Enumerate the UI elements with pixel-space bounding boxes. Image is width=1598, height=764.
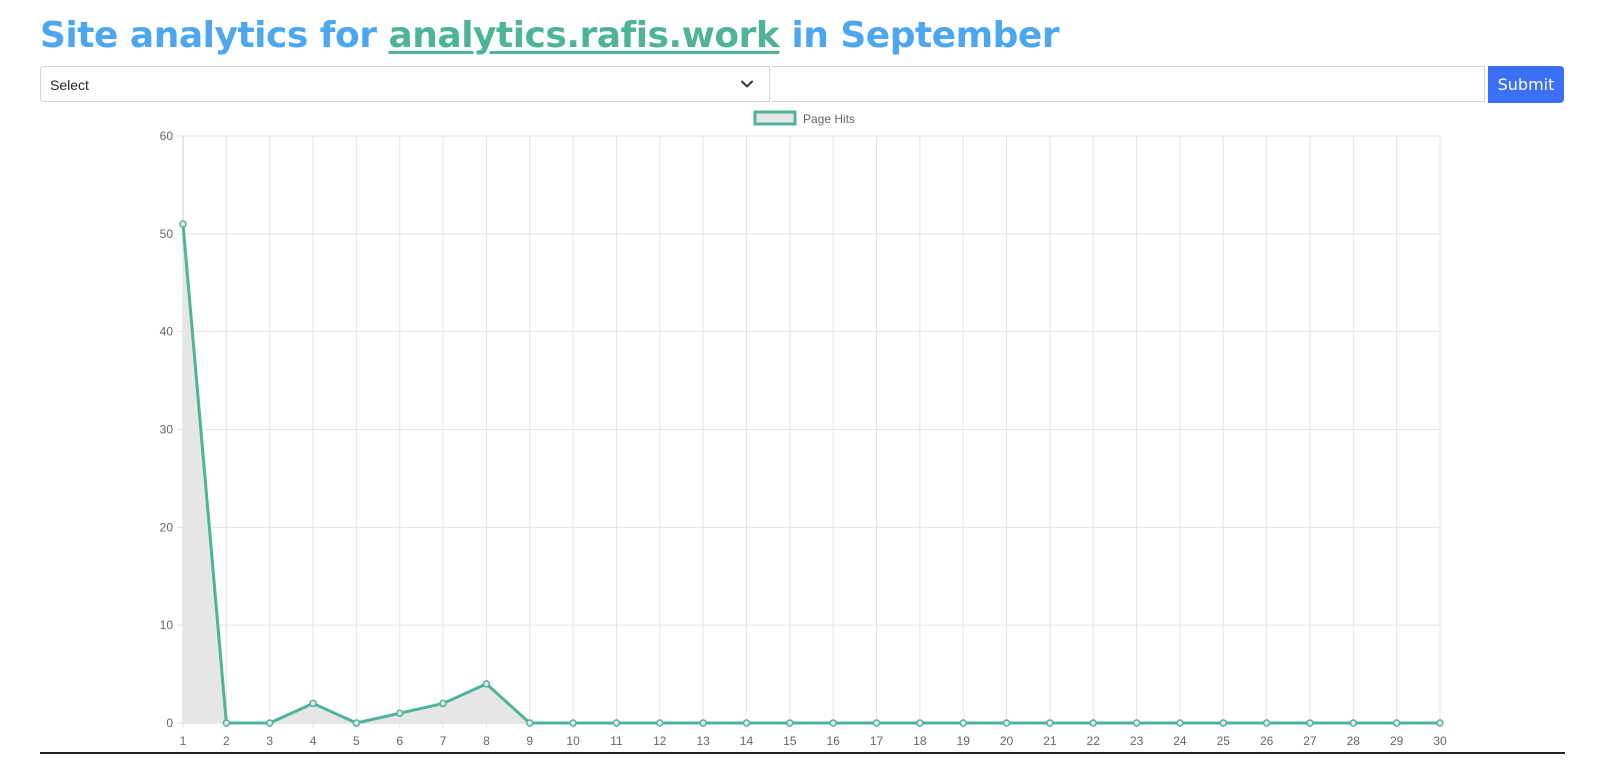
x-tick-label: 2 <box>223 734 230 748</box>
data-point <box>1349 719 1358 727</box>
x-tick-label: 4 <box>310 734 317 748</box>
data-point <box>1306 719 1314 727</box>
series-line-segment <box>398 701 445 715</box>
chart-area <box>183 224 1440 724</box>
data-point <box>1002 719 1011 727</box>
x-tick-label: 17 <box>870 734 884 748</box>
series-line-segment <box>441 682 488 705</box>
data-point <box>179 220 187 228</box>
data-point <box>916 719 924 727</box>
y-tick-label: 30 <box>160 423 174 437</box>
x-tick-label: 16 <box>826 734 840 748</box>
data-point <box>1089 719 1097 727</box>
x-tick-label: 12 <box>653 734 667 748</box>
series-line-segment <box>181 222 228 725</box>
data-point <box>265 719 274 727</box>
x-tick-label: 3 <box>266 734 273 748</box>
data-point <box>829 719 837 727</box>
legend-swatch <box>753 110 797 126</box>
y-tick-label: 60 <box>160 129 174 143</box>
page-title: Site analytics for analytics.rafis.work … <box>40 10 1060 62</box>
series-line-segment <box>484 682 532 725</box>
data-point <box>612 719 621 727</box>
x-tick-label: 30 <box>1433 734 1447 748</box>
chart-lines <box>181 222 1442 725</box>
x-tick-label: 11 <box>610 734 623 748</box>
x-tick-label: 9 <box>526 734 533 748</box>
site-link[interactable]: analytics.rafis.work <box>388 15 780 56</box>
data-point <box>222 719 231 727</box>
y-tick-label: 20 <box>160 520 174 534</box>
y-tick-label: 10 <box>160 618 174 632</box>
y-axis-ticks: 0 10 20 30 40 50 60 <box>160 129 174 730</box>
data-point <box>439 699 447 708</box>
y-tick-label: 40 <box>160 325 174 339</box>
data-point <box>309 699 317 708</box>
x-tick-label: 6 <box>396 734 403 748</box>
x-tick-label: 19 <box>957 734 971 748</box>
title-suffix: in September <box>779 15 1060 56</box>
series-line-segment <box>268 701 315 725</box>
x-tick-label: 28 <box>1347 734 1361 748</box>
x-tick-label: 29 <box>1390 734 1404 748</box>
data-point <box>872 719 881 727</box>
data-point <box>786 719 794 727</box>
x-tick-label: 24 <box>1173 734 1187 748</box>
x-tick-label: 23 <box>1130 734 1144 748</box>
data-point <box>352 719 361 727</box>
x-axis-ticks: 1 2 3 4 5 6 7 8 9 10 11 12 13 14 15 16 17 18 19 20 21 22 23 24 2… <box>180 734 1447 748</box>
series-line-segment <box>311 701 358 725</box>
x-tick-label: 21 <box>1043 734 1057 748</box>
x-tick-label: 27 <box>1303 734 1317 748</box>
data-point <box>742 719 751 727</box>
x-tick-label: 1 <box>180 734 187 748</box>
data-point <box>1436 719 1444 727</box>
x-tick-label: 7 <box>440 734 447 748</box>
title-prefix: Site analytics for <box>40 15 389 56</box>
text-input[interactable] <box>772 66 1485 102</box>
chevron-down-icon <box>741 80 753 88</box>
data-point <box>699 719 707 727</box>
data-point <box>1219 719 1228 727</box>
legend-label: Page Hits <box>803 112 855 126</box>
y-tick-label: 50 <box>160 227 174 241</box>
x-tick-label: 20 <box>1000 734 1014 748</box>
data-point <box>482 680 491 688</box>
data-point <box>526 719 534 727</box>
data-point <box>1176 719 1184 727</box>
x-tick-label: 13 <box>696 734 710 748</box>
x-tick-label: 26 <box>1260 734 1274 748</box>
x-tick-label: 18 <box>913 734 927 748</box>
chart-legend: Page Hits <box>753 110 855 126</box>
select-value: Select <box>50 77 89 93</box>
x-tick-label: 14 <box>740 734 754 748</box>
filter-form: Select Submit <box>40 66 1565 104</box>
x-tick-label: 8 <box>483 734 490 748</box>
x-tick-label: 22 <box>1087 734 1101 748</box>
submit-button[interactable]: Submit <box>1488 66 1564 103</box>
y-tick-label: 0 <box>166 716 173 730</box>
chart-grid <box>177 135 1441 729</box>
data-point <box>569 719 577 727</box>
data-point <box>1392 719 1401 727</box>
x-tick-label: 25 <box>1217 734 1231 748</box>
data-point <box>959 719 967 727</box>
data-point <box>395 709 404 717</box>
series-area-page-hits <box>183 224 1440 724</box>
x-tick-label: 15 <box>783 734 797 748</box>
chart-points <box>179 220 1444 727</box>
bottom-divider <box>40 752 1565 754</box>
month-select[interactable]: Select <box>40 66 770 102</box>
x-tick-label: 10 <box>566 734 580 748</box>
x-tick-label: 5 <box>353 734 360 748</box>
data-point <box>1262 719 1271 727</box>
data-point <box>1046 719 1054 727</box>
data-point <box>656 719 664 727</box>
series-line-segment <box>354 711 402 725</box>
data-point <box>1132 719 1141 727</box>
